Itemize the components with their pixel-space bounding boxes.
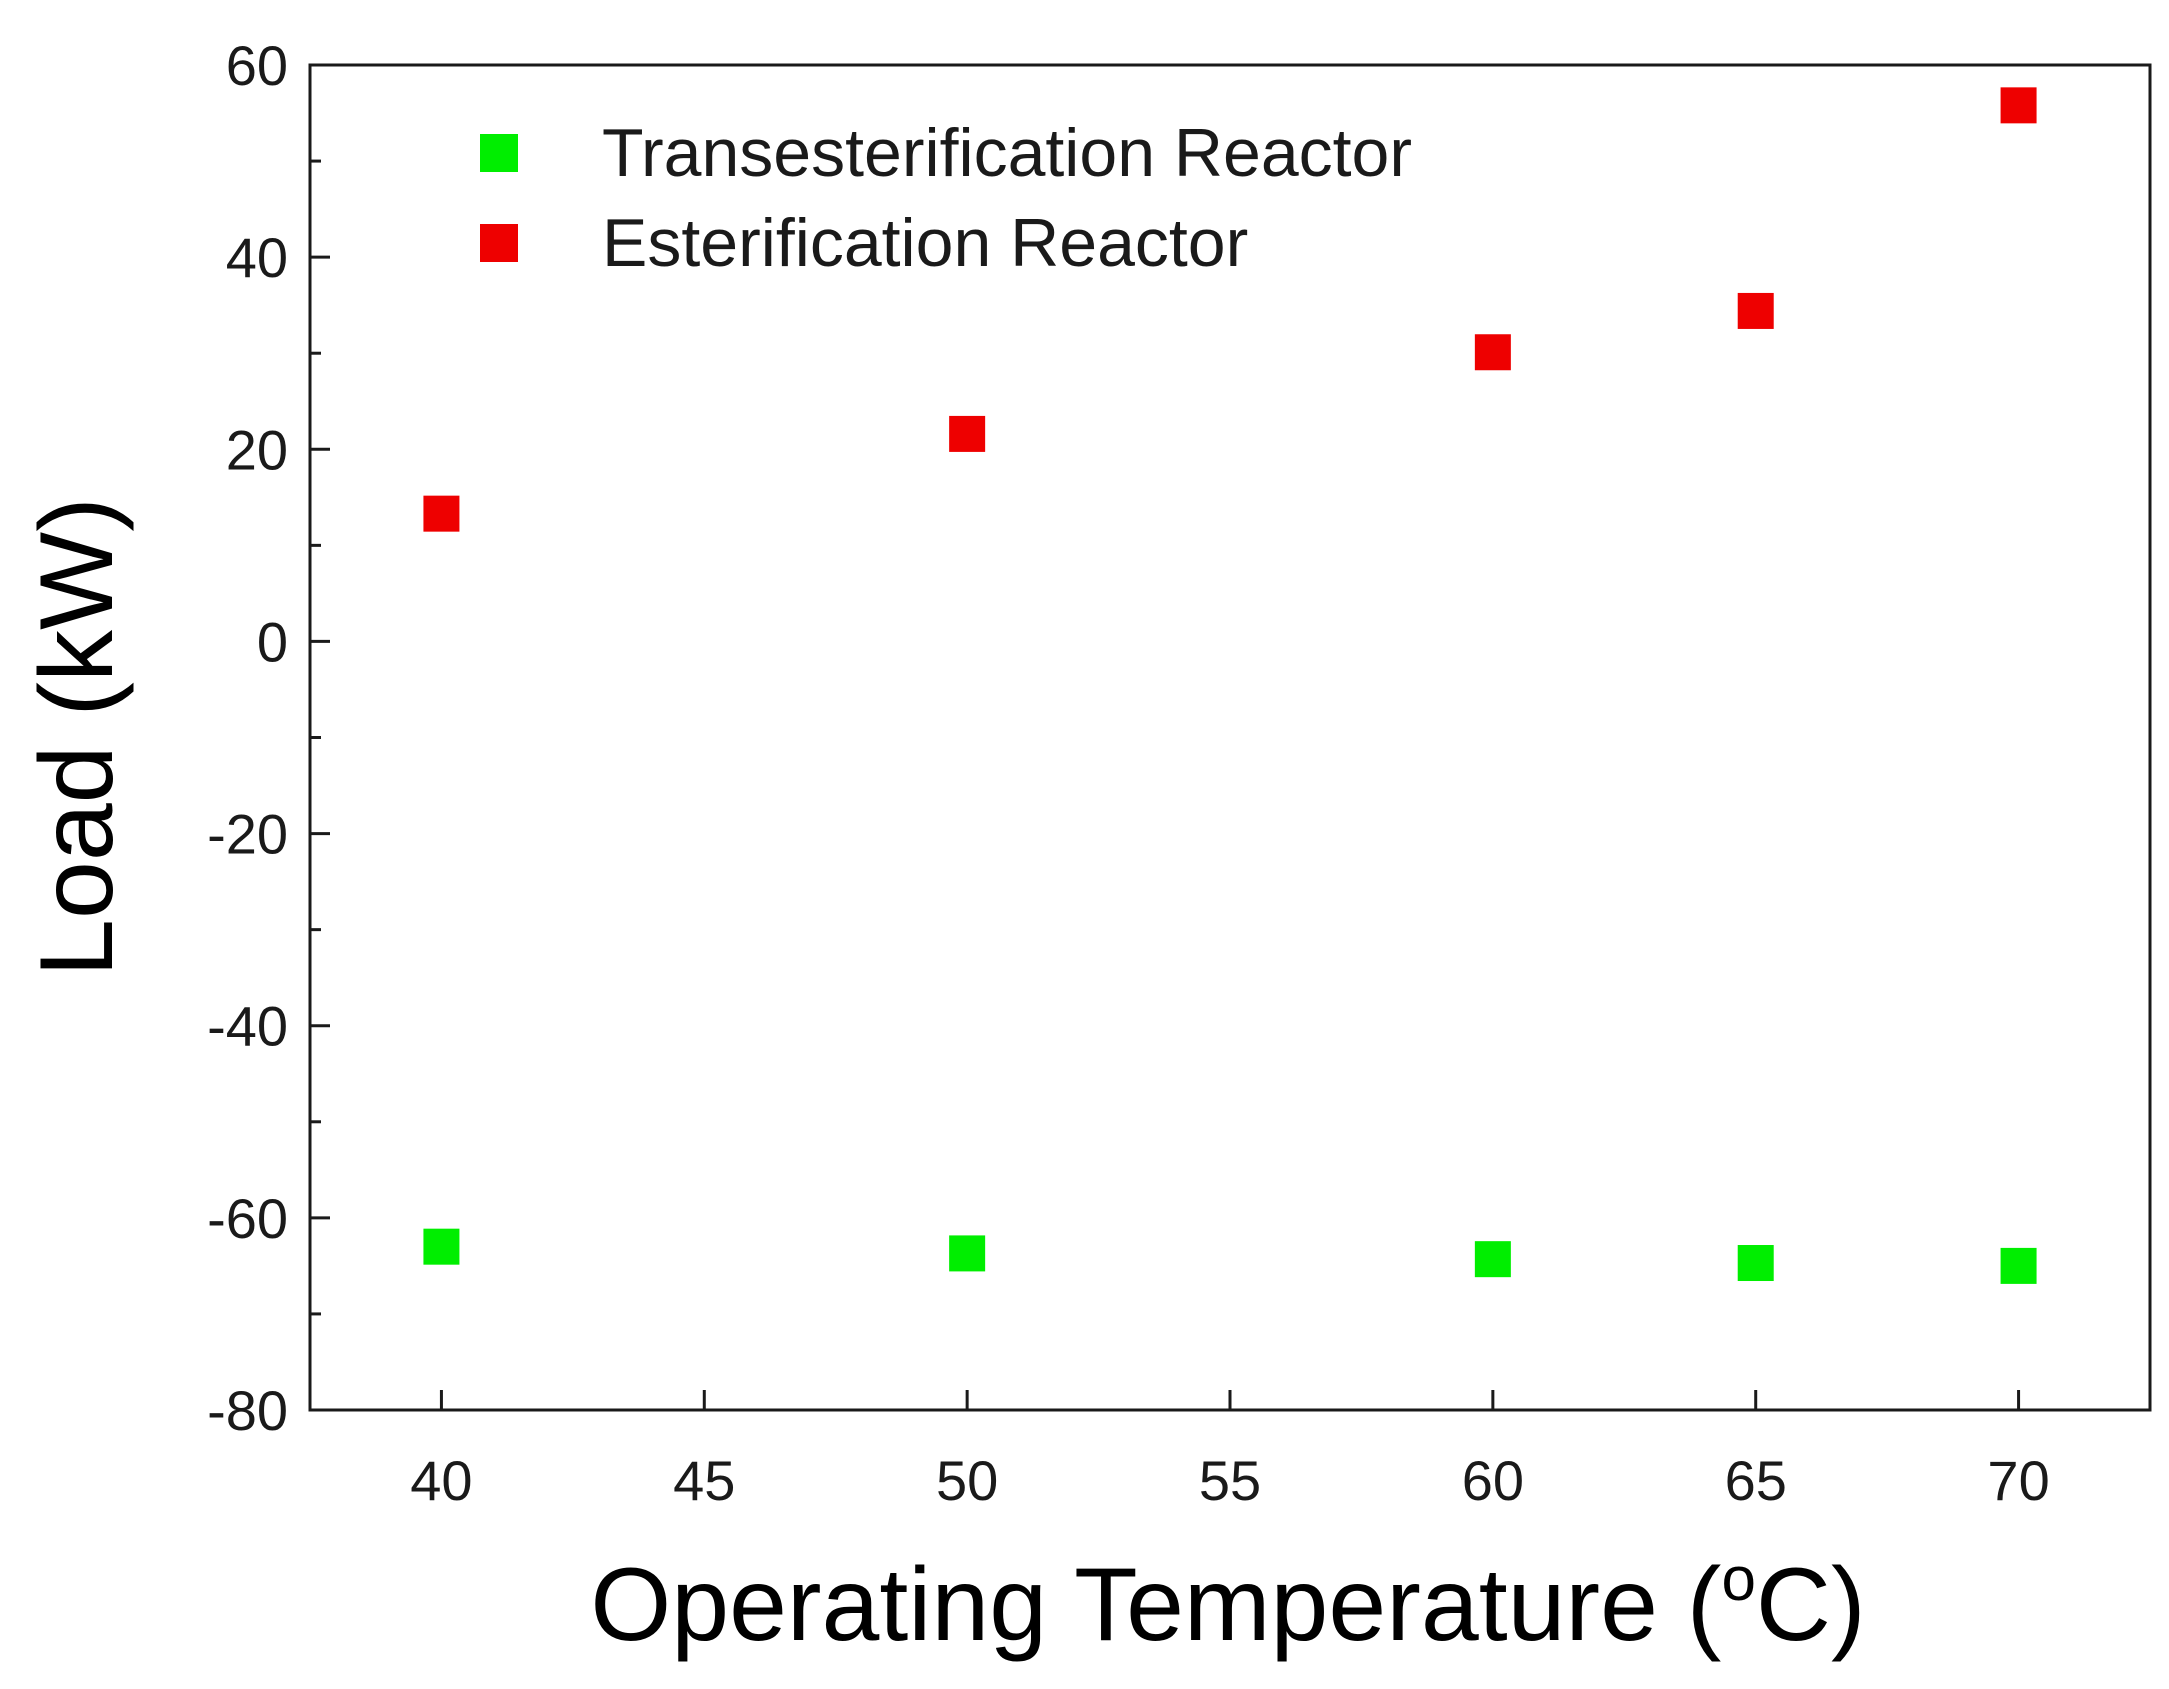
x-axis-title: Operating Temperature (oC) bbox=[590, 1545, 1865, 1663]
y-axis-title: Load (kW) bbox=[19, 497, 135, 977]
y-tick-label: -60 bbox=[207, 1187, 288, 1250]
data-point-series-2 bbox=[423, 495, 460, 532]
y-tick-label: -80 bbox=[207, 1379, 288, 1442]
y-tick-label: 60 bbox=[226, 34, 288, 97]
x-tick-label: 50 bbox=[936, 1449, 998, 1512]
y-tick-label: -40 bbox=[207, 995, 288, 1058]
data-point-series-2 bbox=[2000, 87, 2037, 124]
x-tick-label: 70 bbox=[1987, 1449, 2049, 1512]
x-tick-label: 40 bbox=[410, 1449, 472, 1512]
data-point-series-1 bbox=[1737, 1245, 1774, 1282]
y-tick-label: 40 bbox=[226, 226, 288, 289]
legend-marker-series-1 bbox=[480, 134, 518, 172]
tick-labels: -80 -60 -40 -20 0 20 40 60 40 45 50 55 60 65 70 bbox=[207, 34, 2050, 1512]
data-point-series-1 bbox=[1474, 1241, 1511, 1278]
y-tick-label: 0 bbox=[257, 610, 288, 673]
axis-ticks bbox=[310, 63, 2021, 1412]
y-tick-label: 20 bbox=[226, 418, 288, 481]
data-point-series-1 bbox=[423, 1228, 460, 1265]
y-tick-label: -20 bbox=[207, 803, 288, 866]
data-point-series-2 bbox=[949, 415, 986, 452]
x-tick-label: 45 bbox=[673, 1449, 735, 1512]
x-axis-title-main: Operating Temperature ( bbox=[590, 1547, 1721, 1663]
x-axis-title-unit: C) bbox=[1756, 1547, 1866, 1663]
x-tick-label: 55 bbox=[1199, 1449, 1261, 1512]
data-points bbox=[423, 87, 2037, 1284]
data-point-series-2 bbox=[1737, 292, 1774, 329]
x-axis-title-degree: o bbox=[1721, 1545, 1755, 1614]
legend-marker-series-2 bbox=[480, 224, 518, 262]
x-tick-label: 65 bbox=[1725, 1449, 1787, 1512]
data-point-series-2 bbox=[1474, 334, 1511, 371]
legend-label-series-2: Esterification Reactor bbox=[602, 205, 1248, 281]
x-tick-label: 60 bbox=[1462, 1449, 1524, 1512]
data-point-series-1 bbox=[2000, 1247, 2037, 1284]
data-point-series-1 bbox=[949, 1235, 986, 1272]
legend-label-series-1: Transesterification Reactor bbox=[602, 115, 1412, 191]
legend: Transesterification Reactor Esterificatio… bbox=[480, 115, 1412, 281]
